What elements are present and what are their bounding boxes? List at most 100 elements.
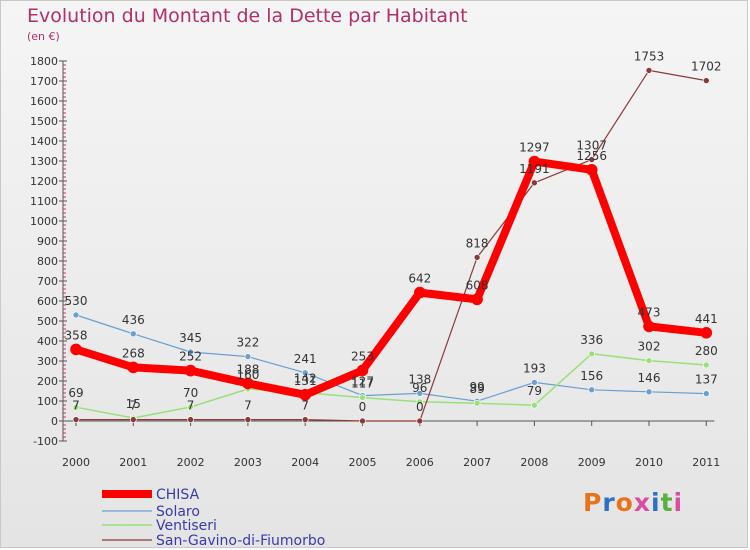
data-point-san_gavino (130, 416, 137, 423)
data-point-ventiseri (588, 350, 596, 358)
x-tick-label: 2008 (520, 456, 548, 469)
series-line-ventiseri (75, 353, 708, 419)
series-line-san_gavino (75, 69, 707, 422)
data-point-ventiseri (359, 394, 366, 401)
logo-letter: i (673, 488, 684, 517)
data-point-solaro (416, 390, 424, 397)
data-point-san_gavino (416, 417, 424, 425)
y-tick-label: 300 (37, 355, 58, 368)
data-label-san_gavino: 1307 (576, 139, 607, 153)
data-point-solaro (187, 348, 194, 356)
data-point-chisa (643, 320, 655, 333)
x-tick-label: 2010 (635, 456, 663, 469)
y-tick-label: 800 (37, 255, 58, 268)
data-point-solaro (72, 311, 80, 319)
y-tick-label: 100 (37, 395, 58, 408)
legend-label-san_gavino: San-Gavino-di-Fiumorbo (156, 533, 325, 549)
data-label-solaro: 127 (351, 375, 374, 389)
data-point-ventiseri (473, 399, 481, 407)
x-tick-label: 2011 (692, 456, 720, 469)
chart-title: Evolution du Montant de la Dette par Hab… (27, 5, 468, 27)
data-point-chisa (413, 286, 426, 299)
x-tick-label: 2002 (177, 456, 205, 469)
legend-label-chisa: CHISA (156, 487, 200, 503)
data-label-ventiseri: 89 (469, 382, 484, 396)
data-label-san_gavino: 7 (72, 399, 80, 413)
data-label-chisa: 131 (294, 374, 317, 388)
data-point-chisa (471, 293, 483, 306)
y-tick-label: 1400 (30, 135, 58, 148)
data-label-chisa: 642 (408, 272, 431, 286)
data-label-solaro: 138 (408, 372, 431, 386)
data-point-solaro (130, 330, 137, 338)
data-point-san_gavino (187, 416, 194, 423)
logo-letter: r (602, 488, 616, 517)
data-label-ventiseri: 280 (695, 344, 718, 358)
y-tick-label: 400 (37, 335, 58, 348)
data-label-san_gavino: 7 (244, 399, 252, 413)
data-label-chisa: 268 (122, 346, 145, 360)
data-label-solaro: 322 (236, 336, 259, 350)
data-label-ventiseri: 142 (294, 372, 317, 386)
data-point-chisa (184, 364, 197, 377)
data-label-solaro: 99 (469, 380, 484, 394)
data-label-chisa: 608 (466, 278, 489, 292)
data-label-ventiseri: 96 (412, 381, 427, 395)
data-label-solaro: 146 (638, 371, 661, 385)
x-tick-label: 2003 (234, 456, 262, 469)
x-tick-label: 2006 (406, 456, 434, 469)
data-point-chisa (127, 361, 140, 374)
data-point-ventiseri (187, 403, 194, 411)
data-point-ventiseri (702, 361, 710, 369)
data-label-solaro: 345 (179, 331, 202, 345)
data-point-san_gavino (588, 156, 596, 163)
x-tick-label: 2000 (62, 456, 90, 469)
data-point-ventiseri (416, 398, 424, 406)
data-label-solaro: 241 (294, 352, 317, 366)
data-point-chisa (356, 364, 369, 377)
data-label-chisa: 473 (638, 305, 661, 319)
data-point-chisa (70, 343, 82, 356)
data-point-solaro (645, 388, 653, 396)
data-label-san_gavino: 1702 (691, 60, 722, 74)
data-label-san_gavino: 7 (129, 399, 137, 413)
data-point-san_gavino (359, 417, 366, 425)
y-tick-label: 700 (37, 275, 58, 288)
data-label-san_gavino: 7 (301, 399, 309, 413)
y-tick-label: 900 (37, 235, 58, 248)
data-label-ventiseri: 79 (527, 384, 542, 398)
y-tick-label: 600 (37, 295, 58, 308)
data-label-ventiseri: 117 (351, 377, 374, 391)
data-point-chisa (528, 155, 541, 168)
data-label-ventiseri: 15 (126, 397, 141, 411)
data-point-san_gavino (531, 179, 538, 187)
data-point-solaro (531, 379, 538, 386)
data-point-solaro (702, 390, 710, 397)
data-label-san_gavino: 1753 (634, 49, 665, 63)
data-label-chisa: 441 (695, 312, 718, 326)
chart-subtitle: (en €) (27, 30, 60, 43)
logo-letter: x (633, 488, 651, 517)
y-tick-label: 1200 (30, 175, 58, 188)
x-tick-label: 2004 (291, 456, 319, 469)
data-label-chisa: 253 (351, 349, 374, 363)
logo-letter: P (583, 488, 603, 517)
data-label-chisa: 358 (65, 328, 88, 342)
x-tick-label: 2005 (349, 456, 377, 469)
data-point-san_gavino (72, 416, 80, 423)
data-label-ventiseri: 69 (68, 386, 83, 400)
proxiti-logo: Proxiti (583, 488, 683, 517)
series-line-solaro (75, 314, 707, 402)
logo-letter: i (651, 488, 661, 517)
x-tick-label: 2001 (119, 456, 147, 469)
data-label-ventiseri: 336 (580, 333, 603, 347)
y-tick-label: 1300 (30, 155, 58, 168)
data-point-ventiseri (531, 401, 538, 409)
data-point-san_gavino (645, 67, 653, 74)
y-tick-label: 0 (51, 415, 58, 428)
data-point-ventiseri (72, 403, 80, 411)
data-label-san_gavino: 818 (466, 236, 489, 250)
data-point-san_gavino (473, 254, 481, 261)
